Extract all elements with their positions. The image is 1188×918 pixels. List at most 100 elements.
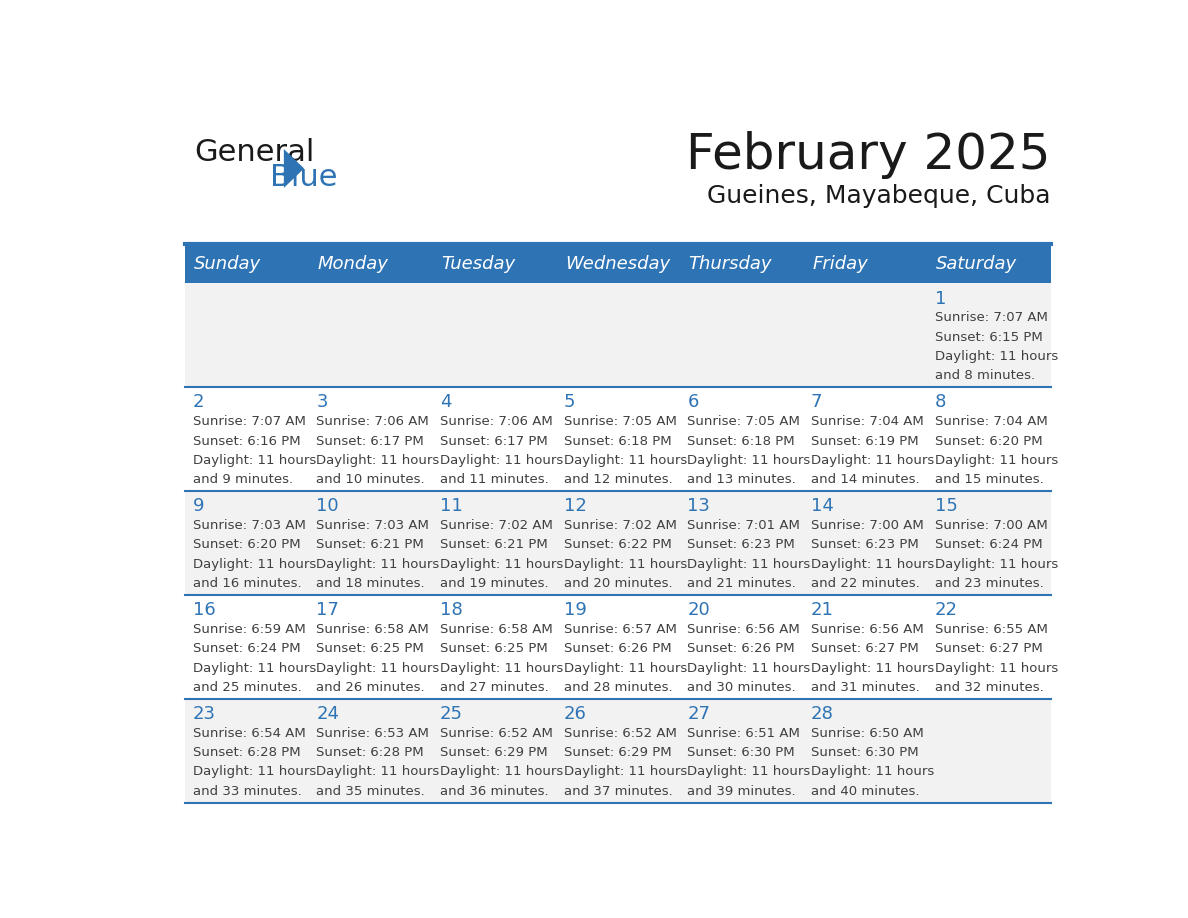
Text: Sunset: 6:15 PM: Sunset: 6:15 PM xyxy=(935,330,1042,343)
FancyBboxPatch shape xyxy=(556,595,680,699)
FancyBboxPatch shape xyxy=(309,595,432,699)
Text: 9: 9 xyxy=(192,498,204,515)
Text: 15: 15 xyxy=(935,498,958,515)
Text: Sunset: 6:24 PM: Sunset: 6:24 PM xyxy=(935,539,1042,552)
Text: 5: 5 xyxy=(563,394,575,411)
Text: Sunrise: 6:53 AM: Sunrise: 6:53 AM xyxy=(316,727,429,740)
FancyBboxPatch shape xyxy=(927,595,1051,699)
Text: 14: 14 xyxy=(811,498,834,515)
Text: Sunrise: 7:00 AM: Sunrise: 7:00 AM xyxy=(811,520,924,532)
FancyBboxPatch shape xyxy=(927,387,1051,491)
Text: Daylight: 11 hours: Daylight: 11 hours xyxy=(688,557,810,571)
Text: Daylight: 11 hours: Daylight: 11 hours xyxy=(563,662,687,675)
FancyBboxPatch shape xyxy=(680,699,803,803)
Text: Sunset: 6:23 PM: Sunset: 6:23 PM xyxy=(811,539,918,552)
Text: 16: 16 xyxy=(192,601,215,620)
FancyBboxPatch shape xyxy=(680,244,803,284)
Text: Sunset: 6:16 PM: Sunset: 6:16 PM xyxy=(192,434,301,448)
Text: and 21 minutes.: and 21 minutes. xyxy=(688,577,796,590)
Text: 10: 10 xyxy=(316,498,339,515)
Text: Monday: Monday xyxy=(317,255,388,273)
Text: Sunrise: 7:05 AM: Sunrise: 7:05 AM xyxy=(688,415,801,429)
Text: 27: 27 xyxy=(688,705,710,723)
Text: and 20 minutes.: and 20 minutes. xyxy=(563,577,672,590)
Text: Sunrise: 6:56 AM: Sunrise: 6:56 AM xyxy=(811,623,924,636)
Text: Sunrise: 7:01 AM: Sunrise: 7:01 AM xyxy=(688,520,801,532)
FancyBboxPatch shape xyxy=(556,491,680,595)
Text: Sunrise: 7:02 AM: Sunrise: 7:02 AM xyxy=(440,520,552,532)
FancyBboxPatch shape xyxy=(432,491,556,595)
Text: Sunset: 6:30 PM: Sunset: 6:30 PM xyxy=(688,746,795,759)
Text: Daylight: 11 hours: Daylight: 11 hours xyxy=(935,453,1057,466)
Text: and 39 minutes.: and 39 minutes. xyxy=(688,785,796,798)
Text: Sunset: 6:21 PM: Sunset: 6:21 PM xyxy=(440,539,548,552)
Text: Sunrise: 6:55 AM: Sunrise: 6:55 AM xyxy=(935,623,1048,636)
Text: Thursday: Thursday xyxy=(689,255,772,273)
FancyBboxPatch shape xyxy=(185,595,309,699)
Text: 23: 23 xyxy=(192,705,216,723)
Text: Wednesday: Wednesday xyxy=(564,255,670,273)
FancyBboxPatch shape xyxy=(309,699,432,803)
Text: Daylight: 11 hours: Daylight: 11 hours xyxy=(440,766,563,778)
FancyBboxPatch shape xyxy=(680,284,803,387)
Text: 12: 12 xyxy=(563,498,587,515)
Text: Sunrise: 6:58 AM: Sunrise: 6:58 AM xyxy=(316,623,429,636)
Polygon shape xyxy=(284,149,304,188)
Text: and 31 minutes.: and 31 minutes. xyxy=(811,681,920,694)
Text: 18: 18 xyxy=(440,601,463,620)
Text: and 10 minutes.: and 10 minutes. xyxy=(316,473,425,486)
Text: and 37 minutes.: and 37 minutes. xyxy=(563,785,672,798)
Text: and 22 minutes.: and 22 minutes. xyxy=(811,577,920,590)
FancyBboxPatch shape xyxy=(309,284,432,387)
Text: 1: 1 xyxy=(935,289,946,308)
Text: Daylight: 11 hours: Daylight: 11 hours xyxy=(811,662,934,675)
Text: Daylight: 11 hours: Daylight: 11 hours xyxy=(935,350,1057,363)
FancyBboxPatch shape xyxy=(556,244,680,284)
Text: 20: 20 xyxy=(688,601,710,620)
Text: and 35 minutes.: and 35 minutes. xyxy=(316,785,425,798)
Text: 8: 8 xyxy=(935,394,946,411)
Text: Daylight: 11 hours: Daylight: 11 hours xyxy=(688,766,810,778)
Text: and 40 minutes.: and 40 minutes. xyxy=(811,785,920,798)
Text: Sunset: 6:29 PM: Sunset: 6:29 PM xyxy=(440,746,548,759)
Text: Sunset: 6:27 PM: Sunset: 6:27 PM xyxy=(811,643,918,655)
FancyBboxPatch shape xyxy=(680,387,803,491)
Text: Sunset: 6:18 PM: Sunset: 6:18 PM xyxy=(688,434,795,448)
FancyBboxPatch shape xyxy=(185,387,309,491)
Text: 24: 24 xyxy=(316,705,340,723)
Text: Sunrise: 6:57 AM: Sunrise: 6:57 AM xyxy=(563,623,676,636)
FancyBboxPatch shape xyxy=(185,699,309,803)
Text: Sunset: 6:24 PM: Sunset: 6:24 PM xyxy=(192,643,301,655)
Text: Sunrise: 7:07 AM: Sunrise: 7:07 AM xyxy=(192,415,305,429)
Text: and 27 minutes.: and 27 minutes. xyxy=(440,681,549,694)
FancyBboxPatch shape xyxy=(803,284,927,387)
Text: 2: 2 xyxy=(192,394,204,411)
Text: and 25 minutes.: and 25 minutes. xyxy=(192,681,302,694)
FancyBboxPatch shape xyxy=(803,387,927,491)
Text: Sunrise: 6:54 AM: Sunrise: 6:54 AM xyxy=(192,727,305,740)
Text: Sunset: 6:18 PM: Sunset: 6:18 PM xyxy=(563,434,671,448)
Text: 11: 11 xyxy=(440,498,463,515)
FancyBboxPatch shape xyxy=(927,491,1051,595)
Text: 7: 7 xyxy=(811,394,822,411)
Text: Daylight: 11 hours: Daylight: 11 hours xyxy=(440,453,563,466)
Text: Daylight: 11 hours: Daylight: 11 hours xyxy=(316,557,440,571)
Text: and 8 minutes.: and 8 minutes. xyxy=(935,369,1035,382)
Text: and 33 minutes.: and 33 minutes. xyxy=(192,785,302,798)
Text: Saturday: Saturday xyxy=(936,255,1017,273)
FancyBboxPatch shape xyxy=(185,284,309,387)
Text: and 16 minutes.: and 16 minutes. xyxy=(192,577,302,590)
FancyBboxPatch shape xyxy=(556,284,680,387)
FancyBboxPatch shape xyxy=(927,284,1051,387)
Text: Sunrise: 6:58 AM: Sunrise: 6:58 AM xyxy=(440,623,552,636)
Text: Daylight: 11 hours: Daylight: 11 hours xyxy=(935,557,1057,571)
Text: Sunrise: 7:05 AM: Sunrise: 7:05 AM xyxy=(563,415,676,429)
Text: and 18 minutes.: and 18 minutes. xyxy=(316,577,425,590)
Text: and 9 minutes.: and 9 minutes. xyxy=(192,473,293,486)
Text: Gueines, Mayabeque, Cuba: Gueines, Mayabeque, Cuba xyxy=(707,185,1051,208)
FancyBboxPatch shape xyxy=(185,244,309,284)
FancyBboxPatch shape xyxy=(432,595,556,699)
Text: 4: 4 xyxy=(440,394,451,411)
Text: Sunrise: 7:06 AM: Sunrise: 7:06 AM xyxy=(440,415,552,429)
Text: Daylight: 11 hours: Daylight: 11 hours xyxy=(688,453,810,466)
